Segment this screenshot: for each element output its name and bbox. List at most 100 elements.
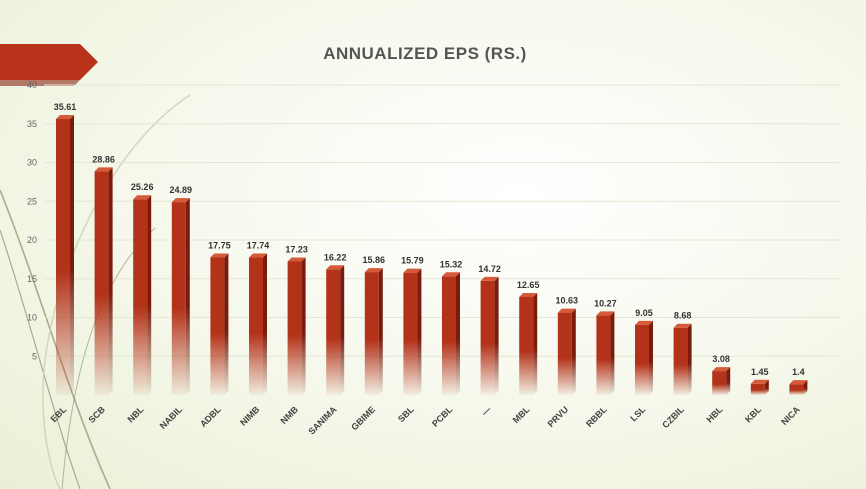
y-tick-label: 30 — [27, 158, 37, 168]
bar-front — [403, 272, 418, 395]
bar — [596, 311, 615, 395]
bar-side — [764, 379, 769, 395]
bar-front — [56, 119, 70, 396]
y-tick-label: 35 — [27, 119, 37, 129]
bar-side — [70, 115, 74, 396]
bar-side — [494, 276, 499, 395]
bar — [287, 257, 306, 395]
bar — [442, 272, 460, 395]
bar-front — [287, 261, 302, 395]
bar-top — [364, 268, 383, 273]
bar-side — [571, 308, 576, 395]
data-label: 17.74 — [247, 241, 270, 251]
data-label: 10.27 — [594, 298, 617, 308]
bar-top — [557, 308, 576, 313]
bar — [210, 253, 229, 395]
bar-front — [673, 327, 688, 395]
x-tick-label: NICA — [779, 404, 802, 427]
bar — [673, 323, 692, 395]
data-label: 14.72 — [478, 264, 501, 274]
bar-front — [480, 280, 495, 395]
x-tick-label: GBIME — [349, 404, 377, 432]
y-axis: 5 10 15 20 25 30 35 40 — [27, 80, 37, 361]
x-tick-label: PCBL — [430, 404, 455, 429]
bar-side — [185, 198, 190, 395]
bar — [171, 198, 190, 395]
bar-side — [726, 367, 731, 395]
red-banner — [0, 44, 98, 86]
bar-front — [171, 202, 186, 395]
chart-title: ANNUALIZED EPS (RS.) — [323, 44, 527, 63]
bar — [326, 265, 345, 395]
bar — [403, 268, 422, 395]
x-tick-label: RBBL — [584, 404, 609, 429]
bar — [635, 320, 653, 395]
bar-top — [249, 253, 267, 258]
bar-top — [635, 320, 653, 325]
bar-front — [249, 257, 263, 395]
bar-top — [750, 379, 769, 384]
bar-side — [224, 253, 229, 395]
bar — [750, 379, 769, 395]
bar-top — [596, 311, 615, 316]
x-tick-label: NABIL — [158, 404, 185, 431]
data-label: 3.08 — [712, 354, 730, 364]
bar — [712, 367, 731, 395]
bar-front — [94, 171, 109, 395]
bar-front — [712, 371, 727, 395]
x-tick-label: LSL — [628, 404, 647, 423]
bar-top — [133, 195, 152, 200]
data-label: 12.65 — [517, 280, 540, 290]
data-label: 24.89 — [170, 185, 193, 195]
data-label: 16.22 — [324, 252, 347, 262]
bar-top — [480, 276, 499, 281]
y-tick-label: 5 — [32, 351, 37, 361]
x-tick-label: SBL — [396, 404, 416, 424]
x-tick-label: NBL — [125, 404, 146, 425]
x-tick-label: HBL — [704, 404, 725, 425]
bar — [557, 308, 576, 395]
bar-side — [378, 268, 383, 395]
data-label: 28.86 — [92, 154, 115, 164]
bar-side — [610, 311, 615, 395]
bar-top — [171, 198, 190, 203]
bar-front — [133, 199, 148, 395]
data-label: 15.32 — [440, 259, 463, 269]
bar-front — [364, 272, 379, 395]
bar — [480, 276, 499, 395]
bar-top — [403, 268, 422, 273]
data-label: 1.4 — [792, 367, 805, 377]
bar-front — [750, 383, 765, 395]
bar — [249, 253, 267, 395]
data-label: 10.63 — [556, 296, 579, 306]
data-label: 9.05 — [635, 308, 653, 318]
bar-top — [94, 167, 113, 172]
bar-front — [789, 384, 804, 395]
bar-top — [519, 292, 538, 297]
data-label: 17.23 — [285, 244, 308, 254]
bar-side — [417, 268, 422, 395]
bar-front — [210, 257, 225, 395]
bar-side — [456, 272, 460, 395]
x-tick-label: KBL — [743, 404, 764, 425]
x-tick-label: CZBIL — [660, 404, 686, 430]
x-tick-label: — — [480, 404, 493, 417]
y-tick-label: 40 — [27, 80, 37, 90]
bar-top — [673, 323, 692, 328]
x-tick-label: NMB — [278, 404, 300, 426]
bar — [364, 268, 383, 395]
bar — [56, 115, 74, 396]
bar — [133, 195, 152, 395]
data-label: 17.75 — [208, 240, 231, 250]
bar — [94, 167, 113, 395]
x-tick-label: ADBL — [198, 404, 223, 429]
bar-front — [442, 276, 456, 395]
bar-top — [789, 380, 808, 385]
bars — [56, 115, 808, 396]
bar-top — [210, 253, 229, 258]
x-tick-label: NIMB — [238, 404, 262, 428]
y-tick-label: 10 — [27, 313, 37, 323]
bar-side — [301, 257, 306, 395]
bar-top — [287, 257, 306, 262]
data-label: 15.79 — [401, 256, 424, 266]
